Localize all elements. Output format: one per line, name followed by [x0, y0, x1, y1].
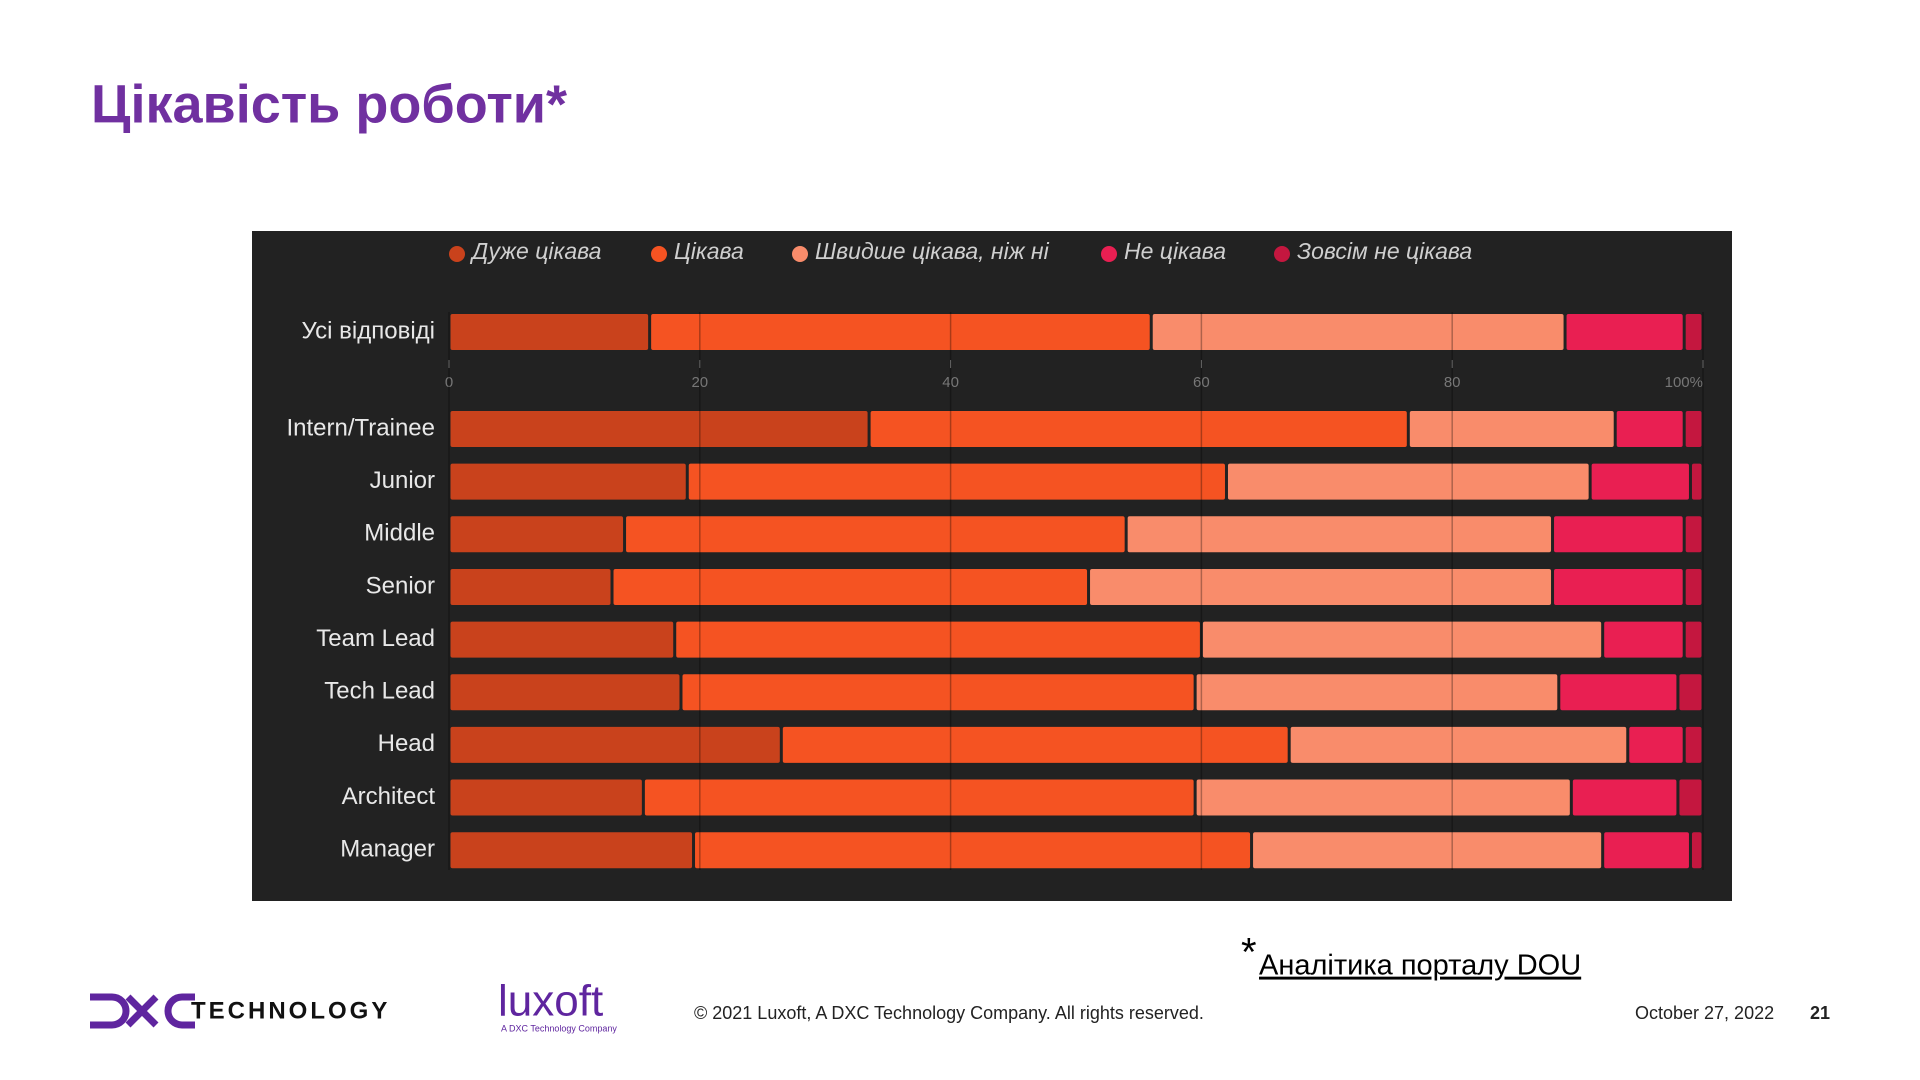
- legend-swatch: [651, 246, 667, 262]
- bar-segment: [450, 674, 680, 711]
- bar-segment: [1572, 779, 1677, 816]
- bar-segment: [450, 516, 624, 553]
- legend-label: Дуже цікава: [469, 238, 601, 264]
- bar-segment: [450, 568, 611, 605]
- bar-segment: [782, 726, 1288, 763]
- legend-swatch: [449, 246, 465, 262]
- legend-swatch: [1274, 246, 1290, 262]
- bar-segment: [1253, 832, 1602, 869]
- y-tick-label: Intern/Trainee: [286, 414, 435, 441]
- bar-segment: [613, 568, 1088, 605]
- bar-segment: [1090, 568, 1552, 605]
- bar-segment: [1685, 314, 1702, 350]
- y-tick-label: Junior: [370, 467, 435, 494]
- legend-label: Зовсім не цікава: [1297, 238, 1472, 264]
- footnote-link[interactable]: Аналітика порталу DOU: [1259, 950, 1581, 982]
- bar-segment: [1290, 726, 1627, 763]
- bar-segment: [1616, 411, 1683, 447]
- bar-segment: [1629, 726, 1683, 763]
- bar-segment: [450, 779, 642, 816]
- x-tick-label: 0: [445, 374, 453, 391]
- bar-segment: [1591, 463, 1689, 500]
- dxc-logo-text: TECHNOLOGY: [191, 997, 390, 1024]
- bar-segment: [1691, 832, 1702, 869]
- luxoft-logo-sub: A DXC Technology Company: [501, 1023, 617, 1033]
- legend-swatch: [792, 246, 808, 262]
- bar-segment: [1679, 779, 1702, 816]
- y-tick-label: Усі відповіді: [302, 317, 436, 344]
- x-tick-label: 20: [691, 374, 708, 391]
- bar-segment: [1202, 621, 1602, 658]
- y-tick-label: Architect: [342, 783, 436, 810]
- legend-label: Цікава: [674, 238, 744, 264]
- legend-swatch: [1101, 246, 1117, 262]
- bar-segment: [450, 463, 686, 500]
- dxc-logo: [90, 993, 195, 1029]
- x-tick-label: 40: [942, 374, 959, 391]
- logo-shape: [90, 993, 130, 1029]
- bar-segment: [1196, 779, 1570, 816]
- bar-segment: [1409, 411, 1614, 447]
- bar-segment: [1127, 516, 1552, 553]
- bar-segment: [1227, 463, 1589, 500]
- logo-shape: [125, 994, 159, 1028]
- bar-segment: [676, 621, 1200, 658]
- y-tick-label: Middle: [364, 520, 435, 547]
- chart: Дуже цікава Цікава Швидше цікава, ніж ні Не…: [286, 238, 1704, 870]
- slide-title: Цікавість роботи*: [91, 74, 567, 134]
- legend-label: Не цікава: [1124, 238, 1226, 264]
- luxoft-logo: luxoft: [498, 977, 603, 1026]
- bar-segment: [1604, 832, 1689, 869]
- bar-segment: [1685, 568, 1702, 605]
- bar-segment: [651, 314, 1150, 350]
- date: October 27, 2022: [1635, 1003, 1774, 1023]
- bar-segment: [450, 411, 868, 447]
- logo-shape: [164, 993, 195, 1029]
- bar-segment: [1685, 621, 1702, 658]
- bar-segment: [450, 621, 674, 658]
- bar-segment: [688, 463, 1225, 500]
- bar-segment: [644, 779, 1194, 816]
- bar-segment: [1691, 463, 1702, 500]
- bar-segment: [1196, 674, 1558, 711]
- bar-segment: [1685, 411, 1702, 447]
- y-tick-label: Senior: [366, 572, 435, 599]
- y-tick-label: Head: [378, 730, 435, 757]
- bar-segment: [1152, 314, 1564, 350]
- bar-segment: [682, 674, 1194, 711]
- bar-segment: [1554, 516, 1683, 553]
- bar-segment: [1604, 621, 1683, 658]
- y-tick-label: Manager: [340, 836, 435, 863]
- bar-segment: [1554, 568, 1683, 605]
- footnote-mark: *: [1241, 931, 1257, 975]
- page-number: 21: [1810, 1003, 1830, 1023]
- bar-segment: [450, 314, 649, 350]
- y-tick-label: Tech Lead: [324, 678, 435, 705]
- bar-segment: [626, 516, 1125, 553]
- bar-segment: [1685, 516, 1702, 553]
- bar-segment: [1685, 726, 1702, 763]
- x-tick-label: 80: [1444, 374, 1461, 391]
- bar-segment: [695, 832, 1251, 869]
- copyright: © 2021 Luxoft, A DXC Technology Company.…: [694, 1003, 1204, 1023]
- bar-segment: [450, 832, 693, 869]
- bar-segment: [1560, 674, 1677, 711]
- bar-segment: [1679, 674, 1702, 711]
- bar-segment: [1566, 314, 1683, 350]
- bar-segment: [870, 411, 1407, 447]
- bar-segment: [450, 726, 780, 763]
- legend-label: Швидше цікава, ніж ні: [815, 238, 1050, 264]
- y-tick-label: Team Lead: [316, 625, 435, 652]
- x-tick-label: 60: [1193, 374, 1210, 391]
- x-tick-label: 100%: [1665, 374, 1703, 391]
